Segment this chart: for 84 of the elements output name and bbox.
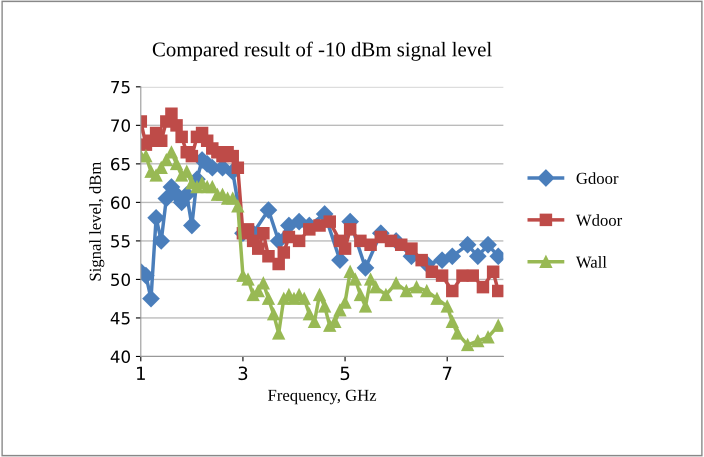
y-tick-label: 75 <box>111 81 130 94</box>
point <box>479 236 497 254</box>
chart-title: Compared result of -10 dBm signal level <box>152 42 492 61</box>
point <box>405 242 418 255</box>
point <box>436 269 448 282</box>
point <box>482 330 494 344</box>
point <box>140 150 152 162</box>
point <box>440 300 454 313</box>
point <box>313 288 326 302</box>
y-tick-label: 70 <box>111 119 130 132</box>
point <box>492 284 504 298</box>
point <box>175 130 188 144</box>
point <box>472 334 484 348</box>
legend-label: Gdoor <box>576 172 618 184</box>
point <box>446 284 459 298</box>
point <box>492 319 504 332</box>
point <box>364 238 377 252</box>
point <box>252 242 264 255</box>
point <box>354 234 367 248</box>
point <box>410 280 423 294</box>
point <box>165 108 178 120</box>
x-tick-label: 3 <box>238 366 248 380</box>
point <box>282 230 296 244</box>
point <box>170 119 183 132</box>
point <box>242 273 254 286</box>
point <box>186 150 198 162</box>
point <box>344 265 356 278</box>
point <box>278 246 290 259</box>
point <box>267 308 280 320</box>
point <box>344 223 356 236</box>
point <box>349 273 362 286</box>
point <box>356 259 374 276</box>
y-tick-label: 45 <box>110 312 130 325</box>
point <box>262 292 275 305</box>
point <box>369 280 382 294</box>
point <box>420 284 434 298</box>
point <box>426 265 438 278</box>
point <box>466 269 479 282</box>
point <box>303 223 316 236</box>
point <box>308 316 321 328</box>
point <box>486 265 500 278</box>
point <box>142 290 160 308</box>
x-tick-label: 7 <box>442 366 452 380</box>
y-tick-label: 40 <box>110 350 130 364</box>
x-axis-title: Frequency, GHz <box>268 390 376 404</box>
point <box>400 284 413 298</box>
x-tick-label: 1 <box>137 366 145 380</box>
point <box>232 161 244 174</box>
point <box>380 288 392 302</box>
point <box>374 230 388 244</box>
point <box>292 234 306 248</box>
point <box>390 277 402 290</box>
y-tick-label: 55 <box>111 235 130 248</box>
point <box>354 288 367 302</box>
point <box>257 277 270 290</box>
point <box>272 258 285 270</box>
point <box>469 248 486 265</box>
point <box>170 158 183 170</box>
point <box>446 316 459 328</box>
point <box>415 254 428 266</box>
y-tick-label: 60 <box>111 196 130 209</box>
point <box>459 236 476 254</box>
point <box>226 192 239 205</box>
legend-label: Wdoor <box>576 214 622 226</box>
point <box>298 292 310 305</box>
point <box>323 215 336 228</box>
point <box>451 327 464 340</box>
y-axis-title: Signal level, dBm <box>89 162 104 280</box>
point <box>430 292 444 305</box>
point <box>262 250 275 263</box>
y-tick-label: 65 <box>111 158 130 170</box>
point <box>226 150 239 162</box>
point <box>183 216 200 234</box>
point <box>338 242 352 255</box>
point <box>260 202 278 219</box>
point <box>461 338 474 352</box>
x-tick-label: 5 <box>340 366 350 380</box>
point <box>476 280 490 294</box>
point <box>444 248 461 265</box>
point <box>232 200 244 212</box>
legend-label: Wall <box>576 256 607 268</box>
y-tick-label: 50 <box>111 273 130 286</box>
point <box>318 300 331 313</box>
point <box>160 154 173 166</box>
